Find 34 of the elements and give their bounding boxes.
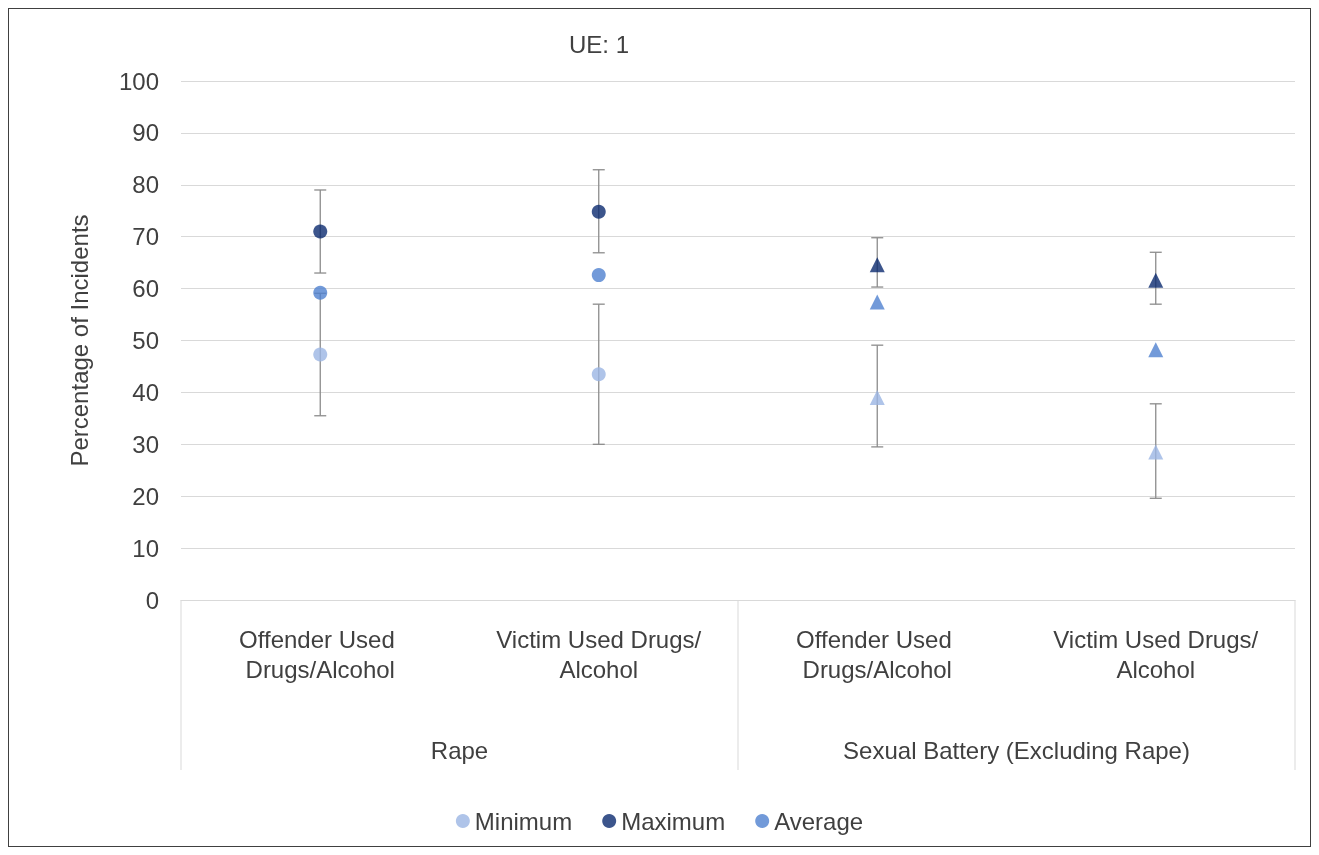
point [591, 204, 606, 219]
point [1148, 444, 1164, 460]
x-tick-label: Victim Used Drugs/Alcohol [496, 625, 702, 683]
y-tick-label: 50 [132, 327, 159, 354]
y-tick-label: 80 [132, 171, 159, 199]
x-tick-label: Offender Used Drugs/Alcohol [239, 625, 402, 683]
chart-title: UE: 1 [569, 30, 630, 58]
point [313, 224, 328, 239]
y-tick-label: 30 [132, 430, 159, 458]
y-tick-label: 20 [132, 482, 159, 510]
y-tick-label: 100 [118, 67, 159, 95]
legend-label: Minimum [474, 807, 573, 835]
point [869, 294, 885, 310]
point [1148, 342, 1164, 358]
y-tick-label: 10 [132, 534, 159, 562]
y-tick-label: 40 [132, 378, 159, 406]
point [591, 367, 606, 382]
point [1148, 272, 1164, 288]
y-tick-label: 60 [132, 275, 159, 303]
point [869, 257, 885, 273]
legend-label: Average [774, 807, 864, 835]
y-axis-title: Percentage of Incidents [65, 214, 93, 467]
text: Sexual Battery (Excluding Rape) [843, 736, 1190, 764]
x-tick-label: Offender Used Drugs/Alcohol [796, 625, 959, 683]
y-tick-label: 90 [132, 119, 159, 147]
point [591, 268, 606, 283]
legend-label: Maximum [621, 807, 726, 835]
point [313, 285, 328, 300]
point [313, 347, 328, 362]
text: Rape [430, 736, 489, 764]
x-tick-label: Victim Used Drugs/Alcohol [1053, 625, 1259, 683]
y-tick-label: 0 [145, 586, 159, 614]
point [869, 390, 885, 406]
y-tick-label: 70 [132, 223, 159, 251]
